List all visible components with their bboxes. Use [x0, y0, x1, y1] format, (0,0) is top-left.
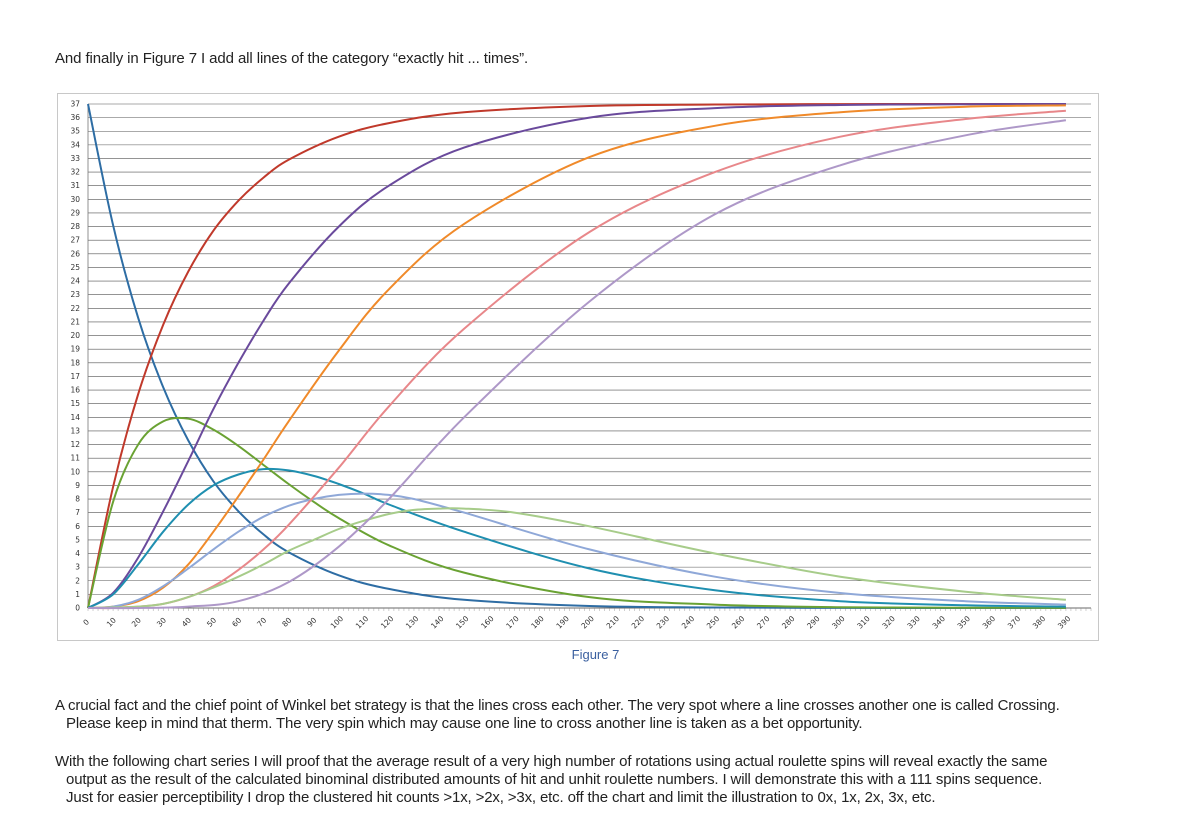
- series-line: [87, 103, 1066, 610]
- y-tick-label: 23: [70, 290, 80, 299]
- paragraph-proof: With the following chart series I will p…: [55, 753, 1165, 807]
- y-tick-label: 16: [70, 386, 80, 395]
- y-tick-label: 15: [70, 399, 80, 408]
- y-tick-label: 13: [70, 426, 80, 435]
- y-tick-label: 3: [75, 563, 80, 572]
- x-tick-label: 10: [105, 616, 118, 629]
- x-tick-label: 50: [205, 616, 218, 629]
- x-tick-label: 140: [429, 614, 446, 631]
- y-tick-label: 8: [75, 495, 80, 504]
- series-line: [87, 507, 1066, 609]
- y-tick-label: 33: [70, 154, 80, 163]
- y-tick-label: 27: [70, 236, 80, 245]
- y-tick-label: 25: [70, 263, 80, 272]
- x-tick-label: 180: [529, 614, 546, 631]
- y-tick-label: 14: [70, 413, 80, 422]
- paragraph-line: output as the result of the calculated b…: [66, 771, 1043, 788]
- x-tick-label: 110: [354, 614, 371, 631]
- x-tick-label: 200: [579, 614, 596, 631]
- x-tick-label: 150: [454, 614, 471, 631]
- y-tick-label: 30: [70, 195, 80, 204]
- y-tick-label: 19: [70, 345, 80, 354]
- y-tick-label: 10: [70, 467, 80, 476]
- y-tick-label: 21: [70, 317, 80, 326]
- y-tick-label: 1: [75, 590, 80, 599]
- x-tick-label: 220: [630, 614, 647, 631]
- x-tick-label: 330: [905, 614, 922, 631]
- x-tick-label: 130: [404, 614, 421, 631]
- x-tick-label: 100: [329, 614, 346, 631]
- x-tick-label: 240: [680, 614, 697, 631]
- x-tick-label: 250: [705, 614, 722, 631]
- y-tick-label: 0: [75, 604, 80, 613]
- y-tick-label: 29: [70, 208, 80, 217]
- x-tick-label: 60: [230, 616, 243, 629]
- x-tick-label: 310: [855, 614, 872, 631]
- x-tick-label: 20: [130, 616, 143, 629]
- y-tick-label: 5: [75, 535, 80, 544]
- x-tick-label: 380: [1031, 614, 1048, 631]
- y-tick-label: 24: [70, 277, 80, 286]
- x-tick-label: 290: [805, 614, 822, 631]
- x-tick-label: 270: [755, 614, 772, 631]
- paragraph-line: Just for easier perceptibility I drop th…: [66, 789, 936, 806]
- x-tick-label: 350: [956, 614, 973, 631]
- x-tick-label: 70: [255, 616, 268, 629]
- x-tick-label: 360: [981, 614, 998, 631]
- series-line: [87, 104, 1066, 609]
- figure-caption: Figure 7: [571, 647, 620, 662]
- y-tick-label: 22: [70, 304, 80, 313]
- x-tick-label: 280: [780, 614, 797, 631]
- x-tick-label: 390: [1056, 614, 1073, 631]
- x-tick-label: 30: [155, 616, 168, 629]
- series-line: [87, 492, 1066, 609]
- x-tick-label: 170: [504, 614, 521, 631]
- y-tick-label: 18: [70, 358, 80, 367]
- y-tick-label: 35: [70, 127, 80, 136]
- x-tick-label: 260: [730, 614, 747, 631]
- y-tick-label: 4: [75, 549, 80, 558]
- y-tick-label: 7: [75, 508, 80, 517]
- y-tick-label: 36: [70, 113, 80, 122]
- x-tick-label: 230: [655, 614, 672, 631]
- y-tick-label: 20: [70, 331, 80, 340]
- x-tick-label: 320: [880, 614, 897, 631]
- x-tick-label: 300: [830, 614, 847, 631]
- x-tick-label: 90: [305, 616, 318, 629]
- series-line: [87, 416, 1066, 609]
- x-tick-label: 160: [479, 614, 496, 631]
- figure-7-chart: 0 1 2 3 4 5 6 7 8 9 10 11 12 13 14 15 16 17 18 19 20 21 22 23 24…: [57, 93, 1099, 641]
- x-tick-label: 370: [1006, 614, 1023, 631]
- y-tick-label: 11: [70, 454, 80, 463]
- x-tick-label: 80: [280, 616, 293, 629]
- y-tick-label: 28: [70, 222, 80, 231]
- y-tick-label: 6: [75, 522, 80, 531]
- paragraph-line: Please keep in mind that therm. The very…: [66, 715, 863, 732]
- y-tick-label: 2: [75, 576, 80, 585]
- chart-svg: 0123456789101112131415161718192021222324…: [70, 100, 1092, 631]
- y-tick-label: 37: [70, 100, 80, 109]
- x-tick-label: 190: [554, 614, 571, 631]
- paragraph-crossing: A crucial fact and the chief point of Wi…: [55, 697, 1165, 733]
- x-tick-label: 0: [81, 617, 91, 627]
- y-tick-label: 12: [70, 440, 80, 449]
- y-tick-label: 17: [70, 372, 80, 381]
- y-tick-label: 31: [70, 181, 80, 190]
- x-tick-label: 210: [605, 614, 622, 631]
- y-tick-label: 9: [75, 481, 80, 490]
- x-tick-label: 40: [180, 616, 193, 629]
- y-tick-label: 32: [70, 168, 80, 177]
- series-line: [87, 103, 1066, 609]
- series-line: [87, 467, 1066, 609]
- x-tick-label: 120: [379, 614, 396, 631]
- series-line: [87, 119, 1067, 610]
- intro-text: And finally in Figure 7 I add all lines …: [55, 50, 529, 67]
- paragraph-line: A crucial fact and the chief point of Wi…: [55, 697, 1060, 714]
- y-tick-label: 34: [70, 140, 80, 149]
- paragraph-line: With the following chart series I will p…: [55, 753, 1048, 770]
- x-tick-label: 340: [931, 614, 948, 631]
- y-tick-label: 26: [70, 249, 80, 258]
- series-line: [87, 103, 1066, 609]
